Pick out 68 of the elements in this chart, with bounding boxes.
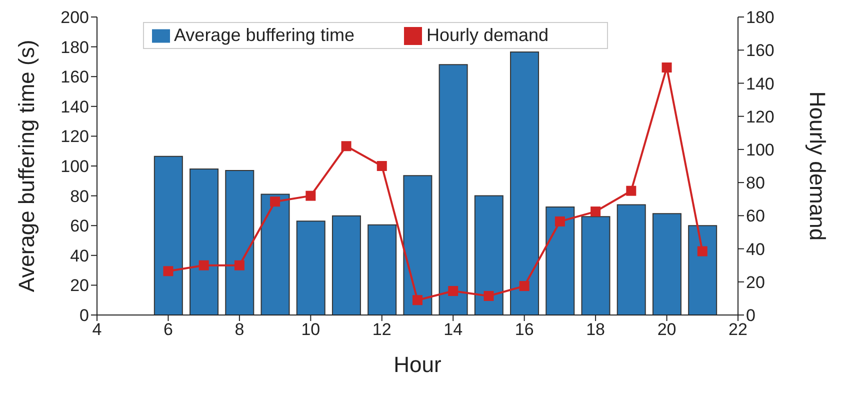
x-tick-label: 16 — [514, 320, 534, 340]
y-tick-label: 200 — [60, 8, 89, 28]
x-tick-label: 18 — [586, 320, 606, 340]
bar — [225, 170, 254, 315]
x-axis-title: Hour — [394, 352, 442, 377]
point — [590, 206, 601, 217]
bar — [296, 220, 326, 315]
y-tick-label: 100 — [60, 157, 89, 176]
y-tick-label: 160 — [60, 68, 89, 87]
x-tick-label: 12 — [372, 320, 392, 340]
x-tick-label: 8 — [234, 320, 244, 340]
bar — [688, 225, 718, 315]
point — [484, 290, 494, 301]
y2-tick-label: 160 — [746, 41, 774, 60]
y2-tick-label: 140 — [746, 74, 774, 94]
y2-tick-label: 100 — [746, 140, 774, 160]
point — [626, 186, 636, 196]
y2-tick-label: 80 — [746, 174, 765, 193]
x-tick-label: 22 — [728, 320, 748, 340]
x-tick-label: 6 — [163, 320, 173, 340]
point — [412, 295, 422, 306]
bar — [154, 156, 183, 315]
y2-tick-label: 180 — [746, 8, 774, 28]
y2-tick-label: 20 — [746, 272, 765, 292]
point — [697, 246, 708, 256]
y2-tick-label: 40 — [746, 240, 765, 259]
bar — [581, 216, 610, 315]
bar — [332, 215, 361, 315]
point — [234, 260, 244, 270]
y-tick-label: 20 — [70, 276, 89, 296]
y-tick-label: 0 — [80, 306, 89, 326]
y2-axis-title: Hourly demand — [805, 91, 830, 241]
legend-label: Hourly demand — [426, 25, 549, 45]
y-axis-title: Average buffering time (s) — [14, 40, 39, 292]
bar — [260, 194, 290, 315]
point — [519, 281, 530, 292]
y-tick-label: 40 — [70, 246, 89, 266]
bar — [546, 206, 575, 315]
y-tick-label: 140 — [60, 97, 89, 116]
bar — [652, 213, 682, 315]
point — [270, 196, 280, 207]
bar — [510, 52, 540, 315]
x-tick-label: 10 — [301, 320, 320, 340]
y-tick-label: 180 — [60, 38, 89, 57]
point — [448, 286, 458, 296]
point — [662, 62, 672, 72]
x-tick-label: 14 — [444, 320, 463, 340]
point — [554, 216, 565, 226]
y-tick-label: 60 — [70, 216, 89, 236]
y2-tick-label: 0 — [746, 306, 756, 326]
bar — [368, 224, 397, 315]
y2-tick-label: 60 — [746, 206, 765, 226]
point — [306, 190, 316, 201]
y-tick-label: 120 — [60, 127, 89, 146]
bar — [474, 195, 504, 315]
y-tick-label: 80 — [70, 186, 89, 206]
y2-tick-label: 120 — [746, 107, 774, 126]
bar — [190, 168, 219, 315]
point — [376, 161, 387, 171]
point — [198, 260, 209, 270]
bar — [403, 175, 432, 315]
x-tick-label: 20 — [657, 320, 676, 340]
legend-label: Average buffering time — [174, 25, 354, 45]
x-tick-label: 4 — [92, 320, 102, 340]
bar — [438, 64, 468, 315]
bar — [616, 204, 646, 315]
point — [341, 141, 352, 152]
point — [163, 266, 174, 276]
